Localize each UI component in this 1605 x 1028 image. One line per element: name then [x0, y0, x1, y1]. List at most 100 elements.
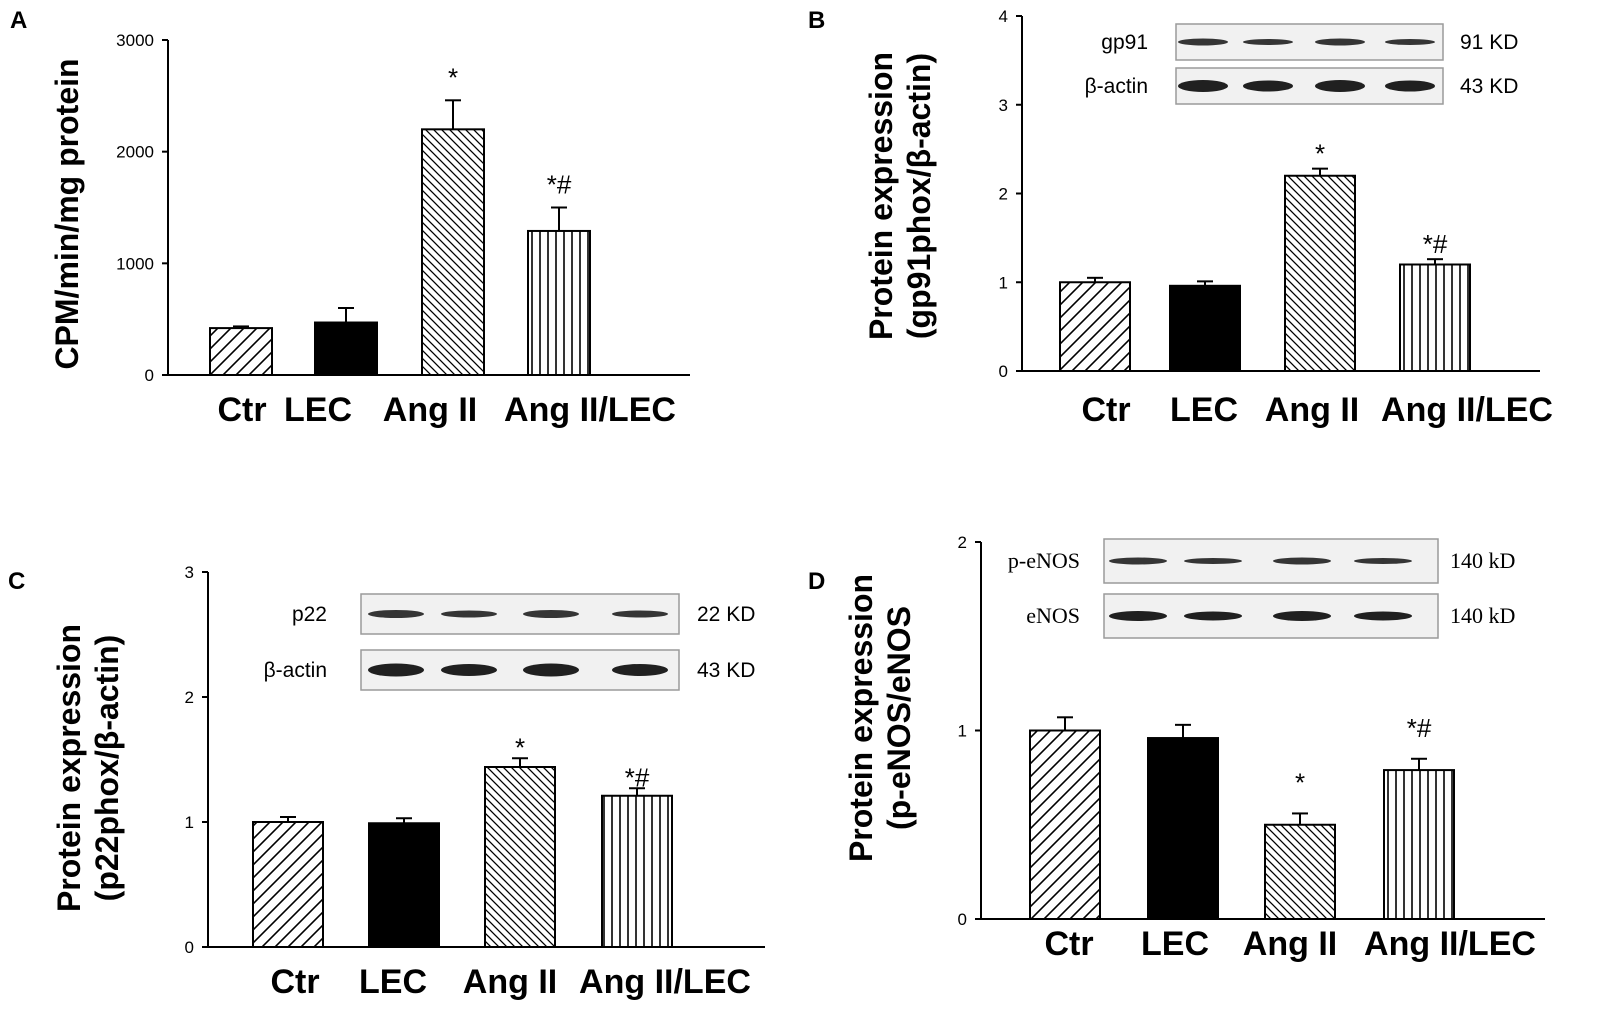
bar-lec [1169, 284, 1241, 372]
y-tick-label: 0 [145, 366, 154, 385]
panel-label: A [10, 7, 27, 34]
blot-band [523, 610, 579, 618]
blot-band [1315, 80, 1365, 92]
western-blot-inset: p22 22 KD β-actin 43 KD [264, 593, 755, 691]
bar-lec [368, 822, 440, 948]
panel-a: A 0 1000 2000 3000 CPM/min/mg protein Ctr LEC * A… [10, 7, 690, 429]
y-axis-label: CPM/min/mg protein [49, 58, 85, 369]
x-tick-label: LEC [284, 391, 352, 429]
blot-row-label: p-eNOS [1008, 548, 1080, 573]
x-tick-label: LEC [1141, 925, 1209, 963]
x-tick-label: Ctr [1044, 925, 1093, 963]
y-tick-label: 0 [958, 910, 967, 929]
x-tick-label: Ctr [270, 963, 319, 1001]
blot-band [523, 663, 579, 677]
y-tick-label: 0 [999, 362, 1008, 381]
blot-band [1243, 80, 1293, 92]
x-tick-label: Ctr [217, 391, 266, 429]
bar-lec [314, 321, 378, 376]
western-blot-inset: gp91 91 KD β-actin 43 KD [1085, 23, 1518, 105]
bar-ang-ii-lec [527, 229, 591, 376]
x-tick-label: LEC [359, 963, 427, 1001]
panel-label: C [8, 568, 25, 595]
panel-d: D 0 1 2 Protein expression(p-eNOS/eNOS Ctr LEC… [808, 533, 1545, 963]
bar-ang-ii [1284, 174, 1356, 372]
blot-band [368, 610, 424, 618]
significance-mark: *# [1423, 229, 1448, 259]
panel-b: B 0 1 2 3 4 Protein expression(gp91phox/β-acti… [808, 7, 1553, 429]
y-axis-label: Protein expression(gp91phox/β-actin) [863, 52, 937, 340]
y-tick-label: 4 [999, 7, 1008, 26]
x-tick-label: Ang II [1265, 391, 1359, 429]
bar-ang-ii [421, 128, 485, 376]
bar-ang-ii [484, 766, 556, 948]
blot-band [1273, 557, 1331, 565]
western-blot-inset: p-eNOS 140 kD eNOS 140 kD [1008, 538, 1515, 639]
y-tick-label: 2 [185, 688, 194, 707]
y-tick-label: 3000 [116, 31, 154, 50]
y-tick-label: 3 [185, 563, 194, 582]
y-axis-label-line: (p22phox/β-actin) [89, 635, 125, 902]
blot-band [1178, 80, 1228, 92]
blot-row-size: 43 KD [697, 659, 755, 682]
blot-band [1385, 80, 1435, 92]
blot-row-label: p22 [292, 603, 327, 626]
bar-ctr [1029, 729, 1101, 920]
x-tick-label: Ang II/LEC [504, 391, 676, 429]
blot-band [441, 664, 497, 676]
blot-band [1354, 611, 1412, 621]
blot-row-label: β-actin [264, 659, 327, 682]
y-tick-label: 2 [958, 533, 967, 552]
blot-band [1385, 39, 1435, 45]
bar-ang-ii-lec [1383, 769, 1455, 921]
y-tick-label: 2 [999, 185, 1008, 204]
significance-mark: * [1295, 767, 1305, 797]
blot-row-label: gp91 [1101, 31, 1148, 54]
blot-band [612, 664, 668, 676]
significance-mark: * [448, 62, 458, 92]
blot-band [1315, 38, 1365, 46]
panel-c: C 0 1 2 3 Protein expression(p22phox/β-actin)… [8, 563, 765, 1001]
blot-band [1109, 611, 1167, 621]
y-axis-label-line: (gp91phox/β-actin) [901, 53, 937, 339]
blot-row-size: 140 kD [1450, 603, 1515, 628]
x-tick-label: Ctr [1081, 391, 1130, 429]
y-tick-label: 1000 [116, 254, 154, 273]
bar-lec [1147, 737, 1219, 920]
y-tick-label: 0 [185, 938, 194, 957]
x-tick-label: Ang II/LEC [579, 963, 751, 1001]
significance-mark: * [1315, 139, 1325, 169]
blot-band [1184, 558, 1242, 564]
bar-ctr [209, 327, 273, 377]
y-axis-label-line: Protein expression [863, 52, 899, 340]
x-tick-label: Ang II [1243, 925, 1337, 963]
blot-row-size: 140 kD [1450, 548, 1515, 573]
blot-row-size: 91 KD [1460, 31, 1518, 54]
y-axis-label: Protein expression(p22phox/β-actin) [51, 624, 125, 912]
y-axis-label-line: Protein expression [843, 574, 879, 862]
y-tick-label: 3 [999, 96, 1008, 115]
blot-row-label: eNOS [1026, 603, 1080, 628]
significance-mark: *# [1407, 713, 1432, 743]
x-tick-label: LEC [1170, 391, 1238, 429]
blot-band [1354, 558, 1412, 564]
bar-ctr [252, 821, 324, 948]
bar-ctr [1059, 281, 1131, 372]
panel-label: B [808, 7, 825, 34]
blot-band [368, 663, 424, 677]
bar-ang-ii-lec [1399, 263, 1471, 372]
bar-ang-ii-lec [601, 794, 673, 948]
blot-band [1243, 39, 1293, 45]
blot-band [1273, 611, 1331, 621]
blot-band [1109, 557, 1167, 565]
panel-label: D [808, 568, 825, 595]
y-tick-label: 2000 [116, 143, 154, 162]
blot-row-label: β-actin [1085, 75, 1148, 98]
blot-band [1178, 38, 1228, 46]
y-tick-label: 1 [185, 813, 194, 832]
blot-row-size: 43 KD [1460, 75, 1518, 98]
x-tick-label: Ang II [463, 963, 557, 1001]
x-tick-label: Ang II [383, 391, 477, 429]
significance-mark: *# [547, 170, 572, 200]
